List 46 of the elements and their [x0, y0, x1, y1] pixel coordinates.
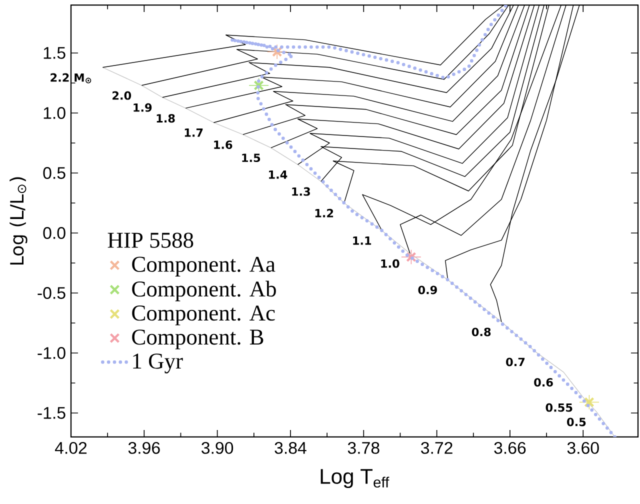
annotation: 1.6	[214, 140, 232, 149]
x-tick-label: 3.96	[128, 442, 160, 454]
x-tick-label: 3.60	[567, 442, 599, 454]
x-tick-label: 3.66	[494, 442, 526, 454]
legend-label: Component. Aa	[132, 256, 276, 276]
annotation: 0.9	[418, 286, 437, 294]
y-tick-label: -0.5	[38, 287, 66, 299]
annotation: 1.4	[269, 170, 288, 179]
annotation: 1.2	[315, 208, 334, 218]
x-tick-label: 4.02	[54, 442, 87, 454]
legend-label: 1 Gyr	[133, 354, 183, 374]
point	[406, 252, 416, 262]
annotation: 2.2 M$_{⊙}$	[50, 73, 92, 84]
y-tick-label: -1.5	[38, 407, 66, 419]
annotation: 1.1	[353, 236, 372, 245]
point	[272, 46, 282, 57]
annotation: 1.7	[184, 128, 203, 137]
legend-label: Component. Ac	[132, 306, 275, 326]
x-axis-title: Log T$_{eff}$	[320, 469, 390, 488]
x-tick-label: 3.84	[274, 442, 306, 454]
x-tick-label: 3.90	[202, 442, 234, 454]
annotation: 1.0	[381, 259, 400, 268]
annotation: 0.7	[506, 358, 525, 366]
annotation: 1.9	[134, 103, 152, 112]
annotation: 1.3	[292, 187, 310, 196]
annotation: 0.6	[534, 378, 553, 387]
annotation: 0.8	[472, 328, 491, 336]
legend-label: Component. Ab	[132, 280, 276, 302]
y-tick-label: 0.5	[43, 167, 66, 179]
y-tick-label: -1.0	[38, 347, 66, 359]
annotation: 0.55	[546, 403, 572, 412]
legend-title: HIP 5588	[108, 232, 194, 248]
x-tick-label: 3.72	[421, 442, 452, 454]
y-tick-label: 0.0	[43, 227, 66, 239]
y-axis-title: Log (L/L$_{⊙}$)	[10, 177, 28, 265]
annotation: 2.0	[112, 91, 132, 100]
annotation: 0.5	[567, 418, 586, 426]
legend-label: Component. B	[132, 330, 264, 350]
x-tick-label: 3.78	[348, 442, 380, 454]
point	[254, 80, 264, 91]
y-tick-label: 1.5	[44, 47, 66, 59]
point	[584, 397, 594, 408]
line-series	[102, 67, 616, 437]
annotation: 1.8	[156, 114, 175, 123]
annotation: 1.5	[242, 154, 260, 162]
y-tick-label: 1.0	[44, 107, 66, 119]
